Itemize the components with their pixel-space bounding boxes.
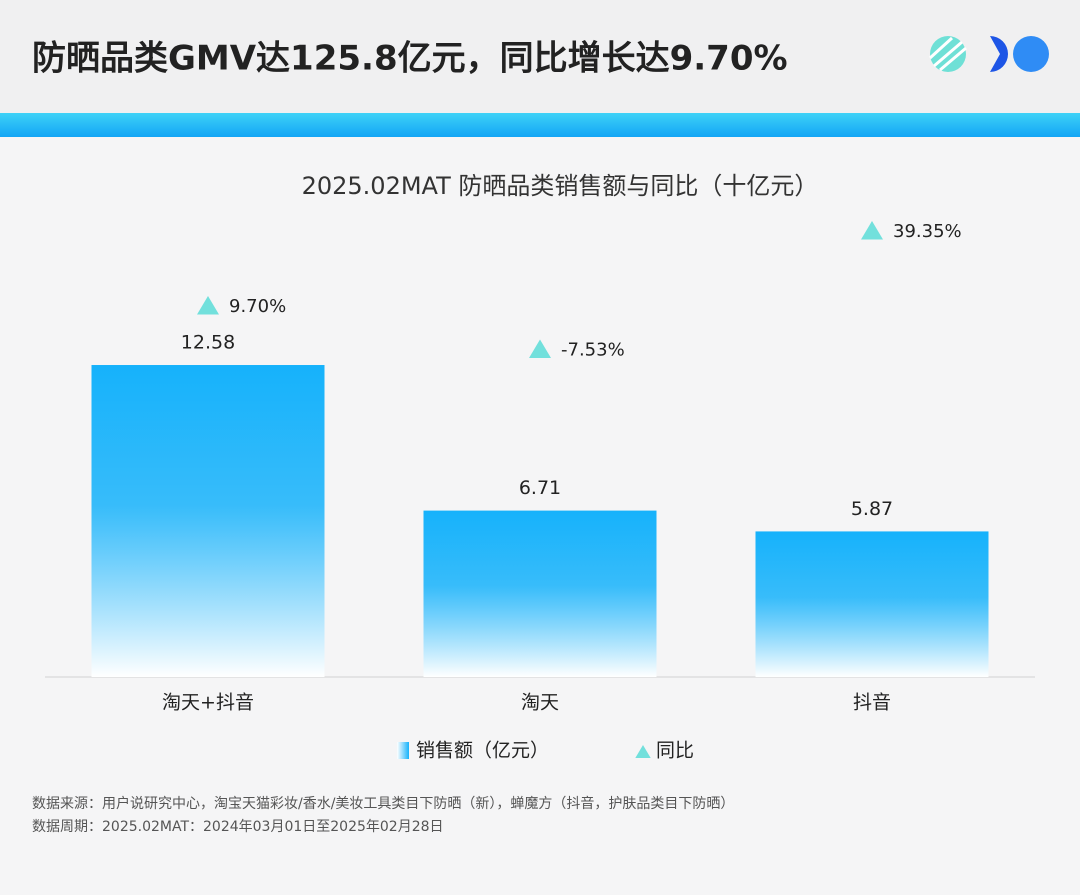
footer-note: 数据周期：2025.02MAT：2024年03月01日至2025年02月28日 (32, 819, 444, 835)
header-bg (0, 0, 1080, 113)
yoy-marker (197, 295, 219, 315)
yoy-label: -7.53% (561, 340, 625, 361)
x-tick-label: 抖音 (853, 692, 891, 714)
page-title: 防晒品类GMV达125.8亿元，同比增长达9.70% (32, 39, 788, 79)
bar-value-label: 6.71 (519, 477, 561, 499)
bar (91, 365, 325, 677)
bar (423, 510, 657, 677)
x-tick-label: 淘天+抖音 (162, 692, 254, 714)
chart-title: 2025.02MAT 防晒品类销售额与同比（十亿元） (302, 172, 819, 200)
x-tick-label: 淘天 (521, 692, 559, 714)
footer-note: 数据来源：用户说研究中心，淘宝天猫彩妆/香水/美妆工具类目下防晒（新），蝉魔方（… (32, 795, 734, 812)
yoy-label: 39.35% (893, 221, 962, 242)
bar (755, 531, 989, 677)
bar-value-label: 5.87 (851, 498, 893, 520)
header-stripe (0, 113, 1080, 137)
yoy-marker (529, 339, 551, 359)
yoy-marker (861, 220, 883, 240)
legend-label: 同比 (656, 740, 694, 762)
yoy-label: 9.70% (229, 296, 286, 317)
bar-value-label: 12.58 (181, 332, 235, 354)
logo (928, 36, 1049, 72)
legend-swatch (397, 742, 409, 759)
legend-label: 销售额（亿元） (416, 740, 549, 762)
legend-swatch (635, 745, 651, 758)
